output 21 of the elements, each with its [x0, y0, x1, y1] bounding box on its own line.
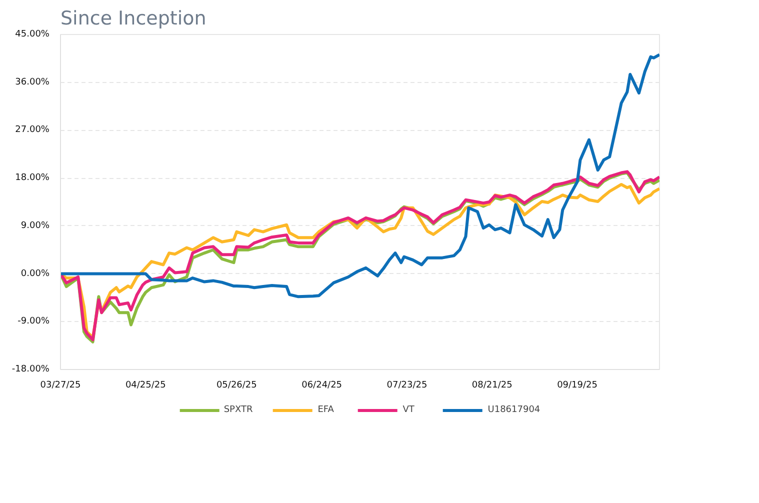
x-tick-label: 09/19/25 [557, 380, 598, 390]
x-tick-label: 03/27/25 [40, 380, 81, 390]
legend-label: SPXTR [224, 404, 253, 416]
line-series [60, 53, 660, 298]
y-tick-label: 18.00% [15, 173, 50, 184]
x-tick-label: 07/23/25 [386, 380, 428, 390]
y-tick-label: 45.00% [15, 30, 50, 40]
chart-title: Since Inception [60, 8, 206, 30]
y-tick-label: -9.00% [18, 316, 50, 327]
y-tick-label: -18.00% [12, 364, 50, 374]
legend-label: VT [402, 404, 416, 416]
legend-label: EFA [318, 404, 335, 416]
x-tick-label: 04/25/25 [125, 380, 166, 390]
y-tick-label: 36.00% [15, 77, 50, 88]
x-tick-label: 08/21/25 [472, 380, 512, 390]
y-tick-label: 27.00% [15, 125, 50, 136]
y-tick-label: 0.00% [20, 268, 50, 279]
y-tick-label: 9.00% [20, 220, 50, 231]
x-tick-label: 06/24/25 [302, 380, 342, 390]
x-tick-label: 05/26/25 [216, 380, 257, 390]
legend-label: U18617904 [488, 404, 540, 416]
